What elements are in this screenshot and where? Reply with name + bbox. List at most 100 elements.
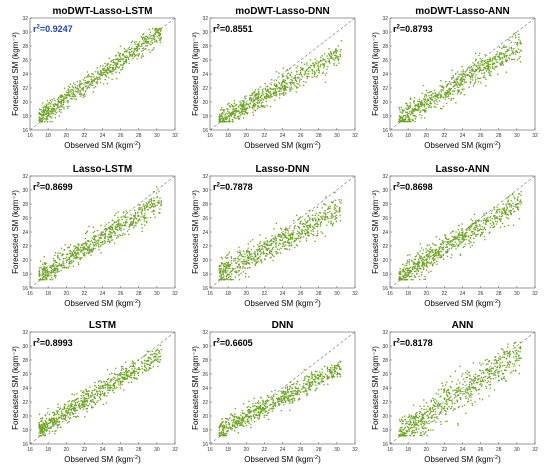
- data-point: [308, 75, 310, 78]
- data-point: [275, 95, 278, 97]
- data-point: [470, 225, 473, 228]
- scatter-panel-6: 16 18 20 22 24 26 28 30 32161820222426283032Lass…: [371, 164, 538, 308]
- data-point: [218, 267, 221, 270]
- data-point: [324, 212, 326, 215]
- data-point: [90, 406, 93, 409]
- data-point: [307, 214, 310, 217]
- data-point: [446, 255, 449, 258]
- data-point: [119, 378, 121, 380]
- data-point: [123, 50, 126, 53]
- data-point: [321, 59, 323, 62]
- data-point: [440, 91, 443, 93]
- data-point: [80, 256, 82, 259]
- data-point: [407, 105, 410, 108]
- data-point: [104, 230, 107, 232]
- data-point: [254, 104, 256, 107]
- data-point: [233, 116, 235, 119]
- data-point: [44, 120, 46, 123]
- data-point: [97, 380, 100, 383]
- data-point: [220, 113, 223, 115]
- data-point: [65, 97, 67, 99]
- data-point: [430, 261, 433, 264]
- data-point: [103, 239, 106, 242]
- data-point: [284, 244, 287, 246]
- data-point: [321, 54, 324, 57]
- data-point: [327, 212, 329, 214]
- data-point: [507, 214, 510, 216]
- data-point: [141, 53, 144, 55]
- y-tick-label: 16: [22, 128, 28, 134]
- data-point: [248, 97, 251, 99]
- data-point: [220, 275, 223, 277]
- data-point: [77, 245, 80, 247]
- data-point: [303, 230, 306, 232]
- data-point: [122, 54, 124, 56]
- data-point: [110, 226, 112, 228]
- data-point: [422, 84, 425, 87]
- x-tick-label: 26: [478, 133, 484, 139]
- data-point: [483, 227, 486, 230]
- data-point: [486, 64, 489, 66]
- data-point: [496, 53, 498, 55]
- data-point: [48, 272, 50, 274]
- data-point: [447, 250, 449, 252]
- data-point: [477, 233, 479, 235]
- data-point: [246, 112, 248, 114]
- data-point: [257, 97, 260, 100]
- data-point: [405, 116, 407, 118]
- data-point: [156, 186, 158, 188]
- data-point: [237, 266, 239, 269]
- data-point: [259, 255, 261, 257]
- data-point: [464, 71, 467, 73]
- data-point: [109, 66, 111, 68]
- data-point: [126, 50, 128, 52]
- data-point: [108, 57, 111, 59]
- x-tick-label: 22: [262, 291, 268, 297]
- data-point: [414, 276, 416, 279]
- data-point: [111, 219, 114, 222]
- data-point: [54, 259, 56, 262]
- data-point: [140, 216, 142, 218]
- data-point: [101, 74, 104, 77]
- data-point: [413, 96, 416, 99]
- data-point: [240, 272, 242, 275]
- data-point: [46, 120, 49, 123]
- data-point: [45, 104, 48, 106]
- data-point: [319, 60, 321, 63]
- r-squared-symbol: r: [33, 182, 37, 192]
- data-point: [307, 72, 309, 75]
- data-point: [273, 84, 276, 87]
- data-point: [86, 249, 89, 252]
- data-point: [333, 51, 335, 53]
- x-axis-label: Observed SM (kgm-2): [64, 141, 141, 150]
- scatter-panel-5: 16 18 20 22 24 26 28 30 32161820222426283032Lass…: [191, 164, 358, 308]
- data-point: [462, 237, 465, 240]
- x-tick-label: 32: [172, 291, 178, 297]
- data-point: [39, 113, 42, 116]
- data-point: [458, 233, 460, 236]
- data-point: [257, 90, 260, 93]
- x-axis-label-main: Observed SM (kgm: [64, 299, 133, 308]
- data-point: [489, 73, 491, 75]
- data-point: [109, 384, 112, 386]
- data-point: [283, 81, 285, 83]
- data-point: [131, 368, 133, 370]
- data-point: [130, 223, 133, 225]
- data-point: [276, 248, 279, 250]
- data-point: [514, 51, 516, 53]
- data-point: [61, 106, 64, 108]
- data-point: [449, 240, 452, 242]
- data-point: [220, 117, 222, 120]
- data-point: [104, 62, 106, 65]
- data-point: [311, 76, 313, 79]
- data-point: [60, 104, 62, 106]
- data-point: [253, 102, 256, 105]
- data-point: [133, 55, 135, 58]
- x-axis-label-main: Observed SM (kgm: [64, 141, 133, 150]
- data-point: [82, 88, 84, 90]
- data-point: [339, 214, 341, 217]
- data-point: [77, 87, 80, 90]
- data-point: [517, 206, 519, 208]
- data-point: [423, 100, 425, 103]
- data-point: [296, 230, 299, 233]
